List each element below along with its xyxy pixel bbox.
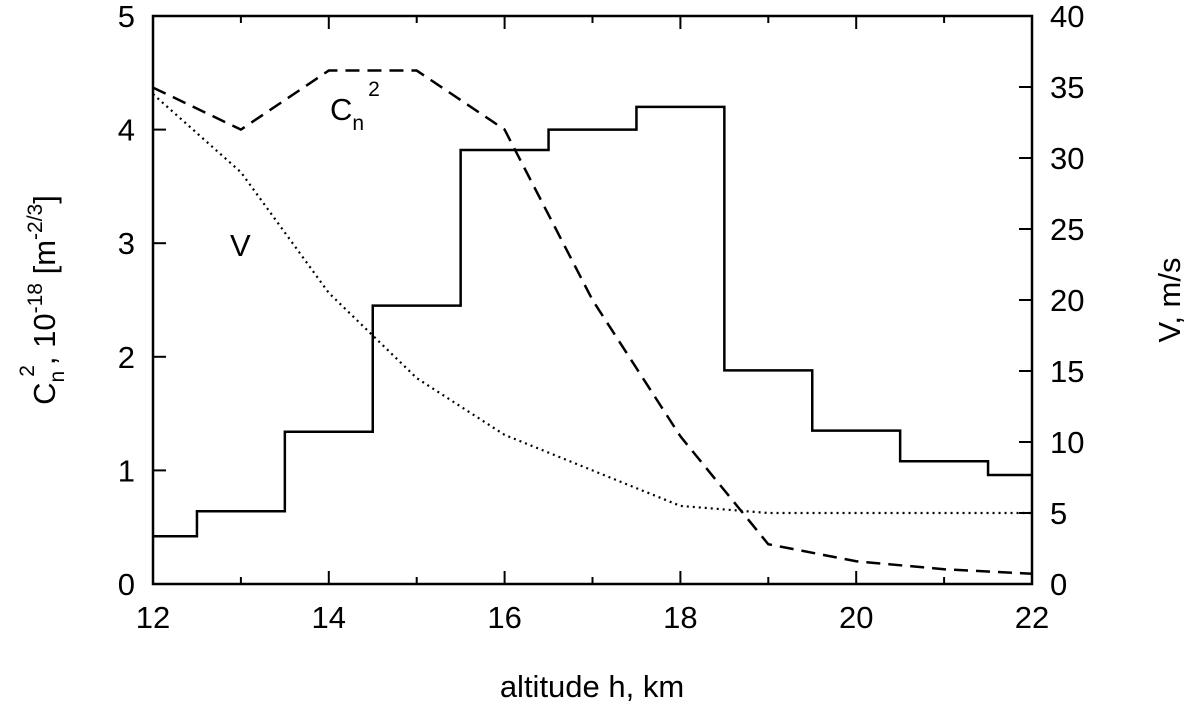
series-line-dotted [152, 93, 1032, 515]
y-left-tick-label: 0 [118, 567, 135, 602]
y-right-tick-label: 20 [1050, 283, 1084, 318]
annotation-v: V [230, 228, 251, 263]
x-tick-label: 14 [312, 600, 346, 635]
annotation-cn2: Cn2 [330, 78, 380, 135]
series-line-solid-step [153, 105, 1032, 538]
y-left-tick-label: 3 [118, 226, 135, 261]
series-layer [152, 69, 1033, 576]
x-tick-label: 20 [839, 600, 873, 635]
y-right-tick-label: 10 [1050, 425, 1084, 460]
y-left-tick-label: 2 [118, 340, 135, 375]
y-right-tick-label: 25 [1050, 212, 1084, 247]
x-tick-label: 22 [1015, 600, 1049, 635]
y-right-tick-label: 15 [1050, 354, 1084, 389]
y-left-tick-label: 1 [118, 453, 135, 488]
y-right-tick-label: 40 [1050, 0, 1084, 34]
x-tick-label: 16 [487, 600, 521, 635]
y-left-axis-title: Cn2, 10-18 [m-2/3] [16, 195, 69, 405]
y-left-tick-label: 5 [118, 0, 135, 34]
x-axis-title: altitude h, km [500, 669, 684, 704]
x-tick-label: 18 [663, 600, 697, 635]
y-right-axis-title: V, m/s [1152, 258, 1187, 343]
y-right-tick-label: 0 [1050, 567, 1067, 602]
y-right-tick-label: 30 [1050, 141, 1084, 176]
y-right-tick-label: 5 [1050, 496, 1067, 531]
y-left-tick-label: 4 [118, 113, 135, 148]
y-right-tick-label: 35 [1050, 70, 1084, 105]
x-tick-label: 12 [136, 600, 170, 635]
